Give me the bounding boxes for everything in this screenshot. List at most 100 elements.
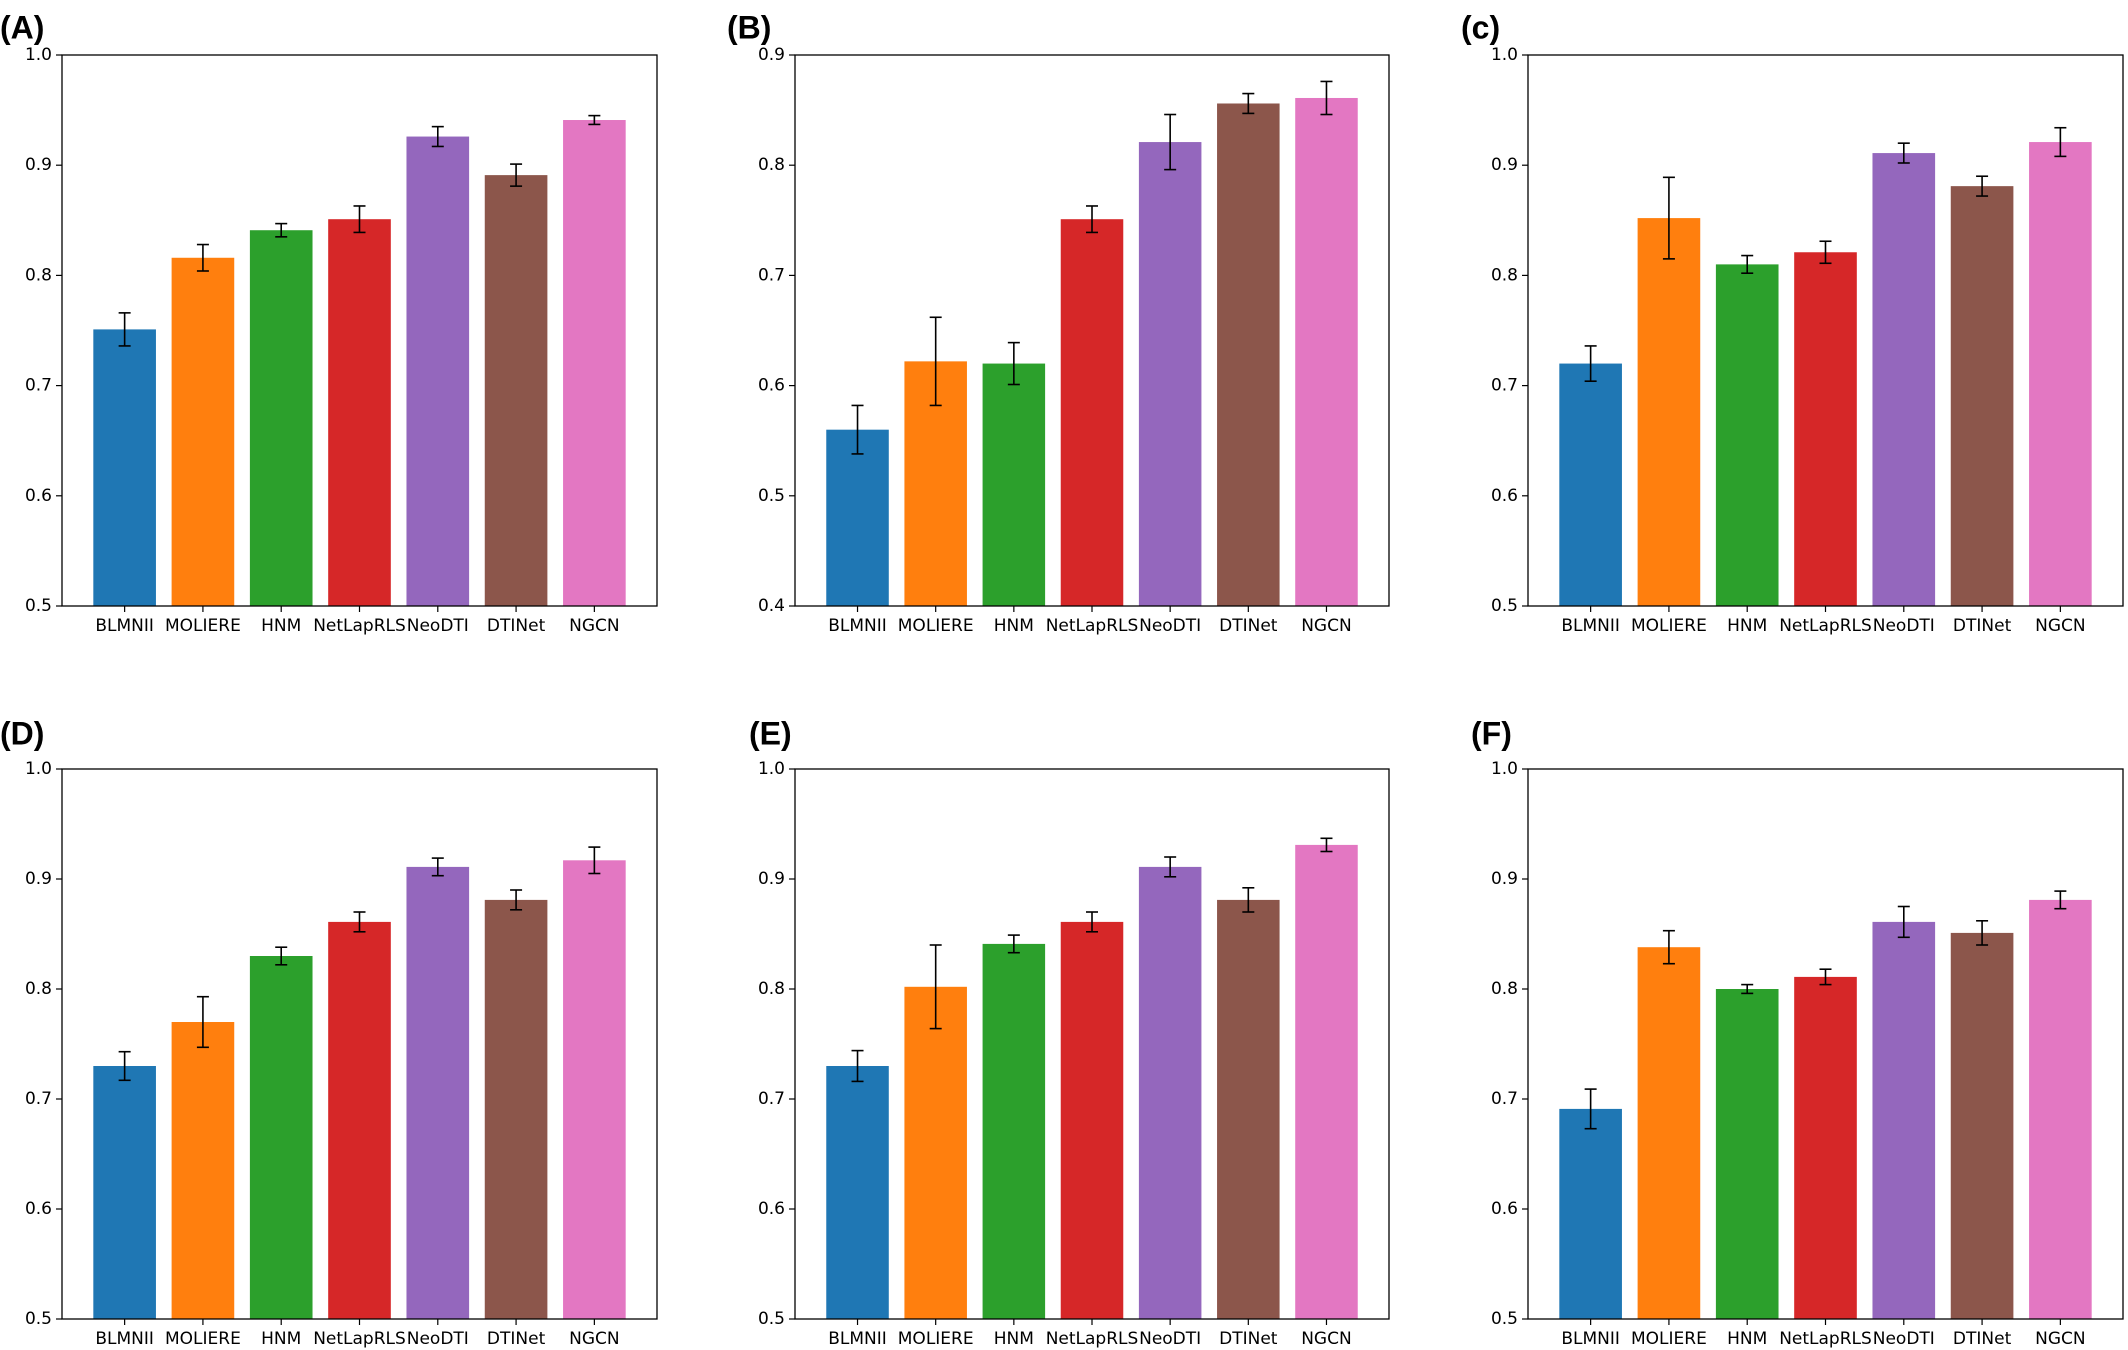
axes-frame [794, 768, 1390, 1320]
y-tick-label: 0.8 [758, 155, 785, 175]
y-tick-label: 0.4 [758, 596, 785, 616]
x-tick-label: NetLapRLS [1046, 1329, 1139, 1349]
y-tick-label: 0.6 [758, 376, 785, 396]
axes-frame [61, 54, 658, 607]
bar [826, 1066, 889, 1319]
bar [1950, 932, 2014, 1319]
bar [1637, 218, 1701, 606]
bar [1715, 264, 1779, 606]
x-tick-label: NeoDTI [407, 616, 469, 636]
y-tick-label: 0.9 [758, 869, 785, 889]
x-tick-label: NetLapRLS [313, 616, 406, 636]
x-tick-label: HNM [261, 616, 301, 636]
x-tick-label: HNM [1727, 616, 1767, 636]
x-tick-label: BLMNII [828, 616, 887, 636]
y-tick-label: 1.0 [25, 759, 52, 779]
chart-panel: (E) BLMNII MOLIERE HNM NetLapRLS NeoDTI DTINet… [749, 715, 1390, 1349]
panel-label: (A) [0, 9, 44, 45]
bar [2029, 899, 2092, 1319]
x-tick-label: BLMNII [1561, 1329, 1620, 1349]
bar [826, 429, 889, 606]
bar [982, 363, 1046, 606]
x-tick-label: BLMNII [95, 1329, 154, 1349]
y-tick-label: 0.9 [758, 45, 785, 65]
y-tick-label: 0.7 [1491, 1089, 1518, 1109]
x-tick-label: DTINet [1953, 616, 2012, 636]
x-tick-label: MOLIERE [165, 1329, 241, 1349]
bar [1872, 153, 1936, 606]
bar [1217, 103, 1280, 606]
y-tick-label: 0.8 [25, 265, 52, 285]
x-tick-label: NGCN [569, 1329, 619, 1349]
bar [1794, 976, 1857, 1319]
y-tick-label: 0.9 [1491, 155, 1518, 175]
x-tick-label: HNM [261, 1329, 301, 1349]
axes-frame [794, 54, 1390, 607]
y-tick-label: 0.7 [25, 376, 52, 396]
y-tick-label: 0.9 [25, 155, 52, 175]
bar [1950, 186, 2014, 606]
y-tick-label: 1.0 [25, 45, 52, 65]
x-tick-label: DTINet [487, 1329, 546, 1349]
y-tick-label: 0.7 [25, 1089, 52, 1109]
chart-panel: (A) BLMNII MOLIERE HNM NetLapRLS NeoDTI DTINet… [0, 9, 658, 636]
axes-frame [61, 768, 658, 1320]
bar [1217, 899, 1280, 1319]
y-tick-label: 0.5 [758, 486, 785, 506]
x-tick-label: NGCN [2035, 616, 2085, 636]
x-tick-label: NGCN [2035, 1329, 2085, 1349]
x-tick-label: MOLIERE [165, 616, 241, 636]
bar [171, 1022, 235, 1319]
x-tick-label: MOLIERE [898, 1329, 974, 1349]
bar [1559, 1108, 1622, 1319]
y-tick-label: 0.5 [1491, 596, 1518, 616]
x-tick-label: NGCN [1301, 1329, 1351, 1349]
x-tick-label: HNM [994, 1329, 1034, 1349]
bar [563, 120, 626, 606]
x-tick-label: NGCN [569, 616, 619, 636]
y-tick-label: 0.5 [25, 596, 52, 616]
panel-label: (D) [0, 715, 44, 751]
bar [1060, 219, 1124, 606]
bar [563, 860, 626, 1319]
y-tick-label: 0.5 [25, 1309, 52, 1329]
x-tick-label: NetLapRLS [1779, 616, 1872, 636]
panel-label: (F) [1471, 715, 1512, 751]
y-tick-label: 0.8 [1491, 265, 1518, 285]
x-tick-label: NeoDTI [1139, 616, 1201, 636]
y-tick-label: 1.0 [1491, 45, 1518, 65]
y-tick-label: 1.0 [758, 759, 785, 779]
y-tick-label: 0.8 [25, 979, 52, 999]
y-tick-label: 0.9 [25, 869, 52, 889]
x-tick-label: NeoDTI [1873, 1329, 1935, 1349]
x-tick-label: MOLIERE [898, 616, 974, 636]
bar [1559, 363, 1622, 606]
x-tick-label: BLMNII [828, 1329, 887, 1349]
y-tick-label: 1.0 [1491, 759, 1518, 779]
x-tick-label: HNM [1727, 1329, 1767, 1349]
chart-panel: (D) BLMNII MOLIERE HNM NetLapRLS NeoDTI DTINet… [0, 715, 658, 1349]
y-tick-label: 0.6 [25, 486, 52, 506]
x-tick-label: DTINet [1219, 616, 1278, 636]
x-tick-label: MOLIERE [1631, 616, 1707, 636]
chart-panels: (A)BLMNII MOLIERE HNM NetLapRLS NeoDTI DTINet… [0, 9, 2124, 1349]
bar [484, 899, 548, 1319]
axes-frame [1527, 54, 2124, 607]
x-tick-label: NGCN [1301, 616, 1351, 636]
y-tick-label: 0.6 [25, 1199, 52, 1219]
chart-panel: (F) BLMNII MOLIERE HNM NetLapRLS NeoDTI DTINet… [1471, 715, 2124, 1349]
bar [93, 1066, 156, 1319]
x-tick-label: NetLapRLS [1046, 616, 1139, 636]
bar [1715, 989, 1779, 1319]
bar [249, 956, 313, 1319]
x-tick-label: NetLapRLS [313, 1329, 406, 1349]
x-tick-label: DTINet [1953, 1329, 2012, 1349]
bar [2029, 142, 2092, 607]
chart-panel: (B) BLMNII MOLIERE HNM NetLapRLS NeoDTI DTINet… [727, 9, 1390, 636]
bar [1794, 252, 1857, 606]
bar [484, 175, 548, 607]
x-tick-label: NeoDTI [407, 1329, 469, 1349]
x-tick-label: NeoDTI [1139, 1329, 1201, 1349]
bar [406, 136, 470, 606]
